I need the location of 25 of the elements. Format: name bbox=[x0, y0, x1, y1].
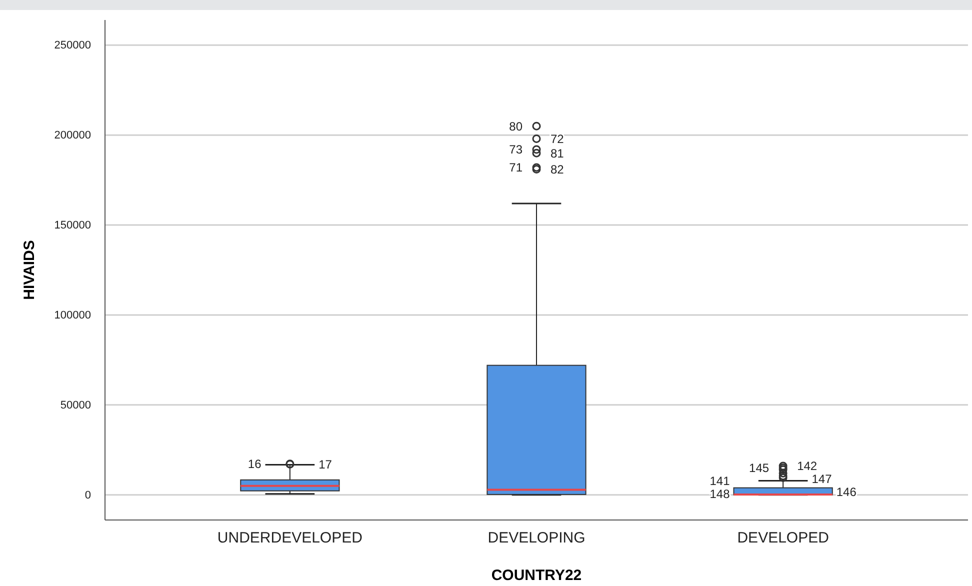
y-tick-label: 250000 bbox=[54, 40, 91, 52]
annotation: 73 bbox=[509, 142, 523, 157]
annotation: 72 bbox=[550, 132, 564, 146]
y-tick-label: 0 bbox=[84, 489, 91, 502]
y-tick-label: 50000 bbox=[60, 399, 91, 412]
x-axis-title: COUNTRY22 bbox=[491, 567, 582, 584]
annotation: 141 bbox=[710, 474, 730, 488]
y-tick-label: 100000 bbox=[54, 309, 91, 322]
x-tick-label: DEVELOPED bbox=[737, 530, 830, 547]
annotation: 16 bbox=[248, 457, 262, 472]
y-axis-title: HIVAIDS bbox=[21, 240, 38, 300]
x-tick-label: DEVELOPING bbox=[488, 530, 586, 547]
annotation: 142 bbox=[797, 459, 818, 474]
annotation: 71 bbox=[509, 160, 523, 175]
y-tick-label: 150000 bbox=[54, 220, 91, 232]
annotation: 148 bbox=[710, 487, 730, 502]
annotation: 82 bbox=[550, 162, 564, 176]
y-tick-label: 200000 bbox=[54, 130, 91, 142]
annotation: 80 bbox=[509, 119, 523, 134]
annotation: 145 bbox=[749, 461, 770, 476]
annotation: 17 bbox=[318, 457, 332, 472]
annotation: 147 bbox=[812, 472, 832, 486]
x-tick-label: UNDERDEVELOPED bbox=[217, 530, 363, 547]
annotation: 146 bbox=[836, 485, 857, 500]
annotation: 81 bbox=[550, 146, 564, 160]
